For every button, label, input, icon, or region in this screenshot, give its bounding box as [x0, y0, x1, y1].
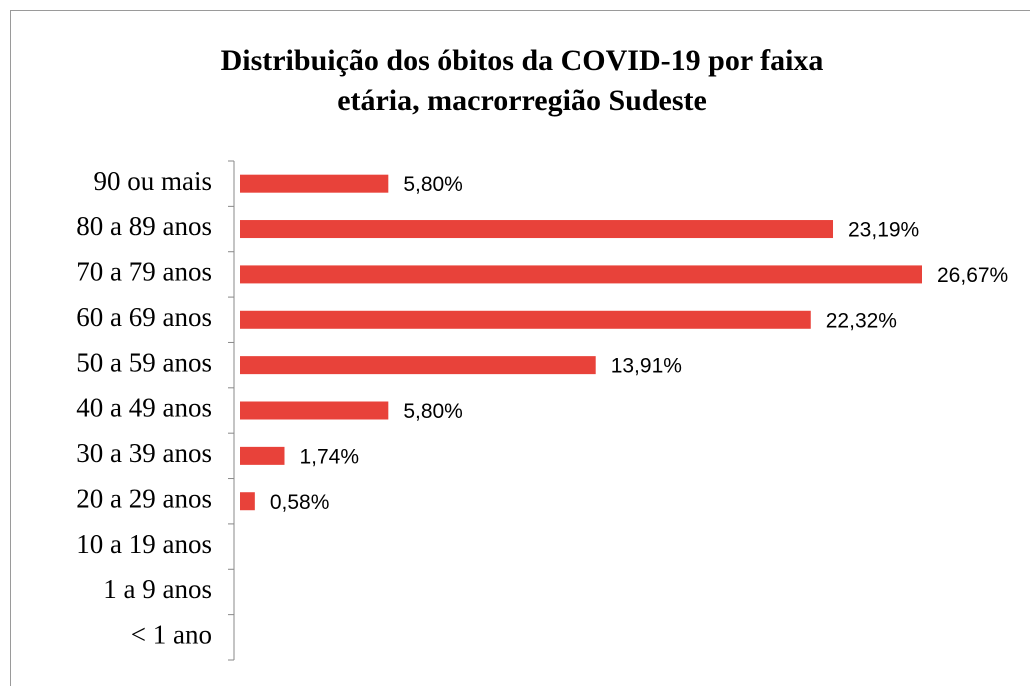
- y-tick-label: 1 a 9 anos: [103, 574, 212, 604]
- chart-title: Distribuição dos óbitos da COVID-19 por …: [221, 44, 824, 77]
- bar: [240, 310, 811, 329]
- y-tick-label: 50 a 59 anos: [76, 347, 212, 377]
- data-label: 0,58%: [270, 491, 330, 514]
- bar: [240, 356, 596, 375]
- y-tick-label: 20 a 29 anos: [76, 483, 212, 513]
- data-label: 23,19%: [848, 219, 919, 242]
- y-tick-label: 90 ou mais: [94, 166, 213, 196]
- bar: [240, 401, 389, 420]
- data-label: 5,80%: [403, 400, 463, 423]
- y-tick-label: 10 a 19 anos: [76, 529, 212, 559]
- y-tick-label: 60 a 69 anos: [76, 302, 212, 332]
- y-tick-label: 30 a 39 anos: [76, 438, 212, 468]
- bar: [240, 265, 922, 284]
- bar: [240, 492, 255, 511]
- y-tick-label: 70 a 79 anos: [76, 257, 212, 287]
- bar: [240, 446, 285, 465]
- bar: [240, 220, 834, 239]
- data-label: 5,80%: [403, 173, 463, 196]
- data-label: 22,32%: [826, 309, 897, 332]
- bar: [240, 174, 389, 193]
- y-tick-label: 80 a 89 anos: [76, 211, 212, 241]
- chart-frame: [10, 10, 1030, 686]
- data-label: 13,91%: [611, 355, 682, 378]
- data-label: 26,67%: [937, 264, 1008, 287]
- chart-title: etária, macrorregião Sudeste: [337, 84, 707, 117]
- data-label: 1,74%: [299, 445, 359, 468]
- y-tick-label: < 1 ano: [131, 620, 212, 650]
- y-tick-label: 40 a 49 anos: [76, 393, 212, 423]
